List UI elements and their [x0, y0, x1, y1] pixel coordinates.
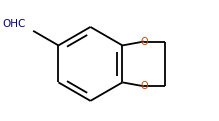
Text: O: O: [140, 81, 148, 91]
Text: OHC: OHC: [2, 19, 25, 29]
Text: O: O: [140, 37, 148, 47]
